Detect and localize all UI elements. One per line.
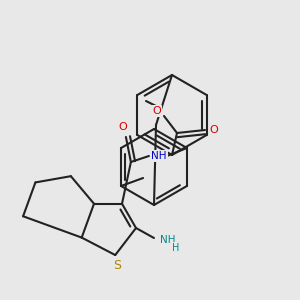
Text: O: O [118, 122, 127, 132]
Text: NH: NH [160, 235, 176, 245]
Text: O: O [153, 106, 161, 116]
Text: S: S [113, 259, 121, 272]
Text: NH: NH [151, 151, 167, 161]
Text: O: O [210, 125, 218, 135]
Text: H: H [172, 243, 180, 253]
